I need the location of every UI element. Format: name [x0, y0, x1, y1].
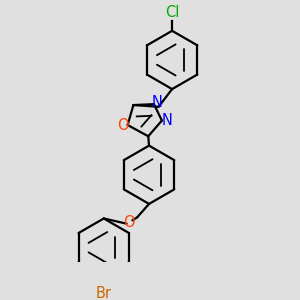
Text: Br: Br [96, 286, 112, 300]
Text: N: N [152, 95, 163, 110]
Text: N: N [161, 113, 172, 128]
Text: O: O [123, 214, 135, 230]
Text: Cl: Cl [165, 5, 179, 20]
Text: O: O [117, 118, 128, 133]
